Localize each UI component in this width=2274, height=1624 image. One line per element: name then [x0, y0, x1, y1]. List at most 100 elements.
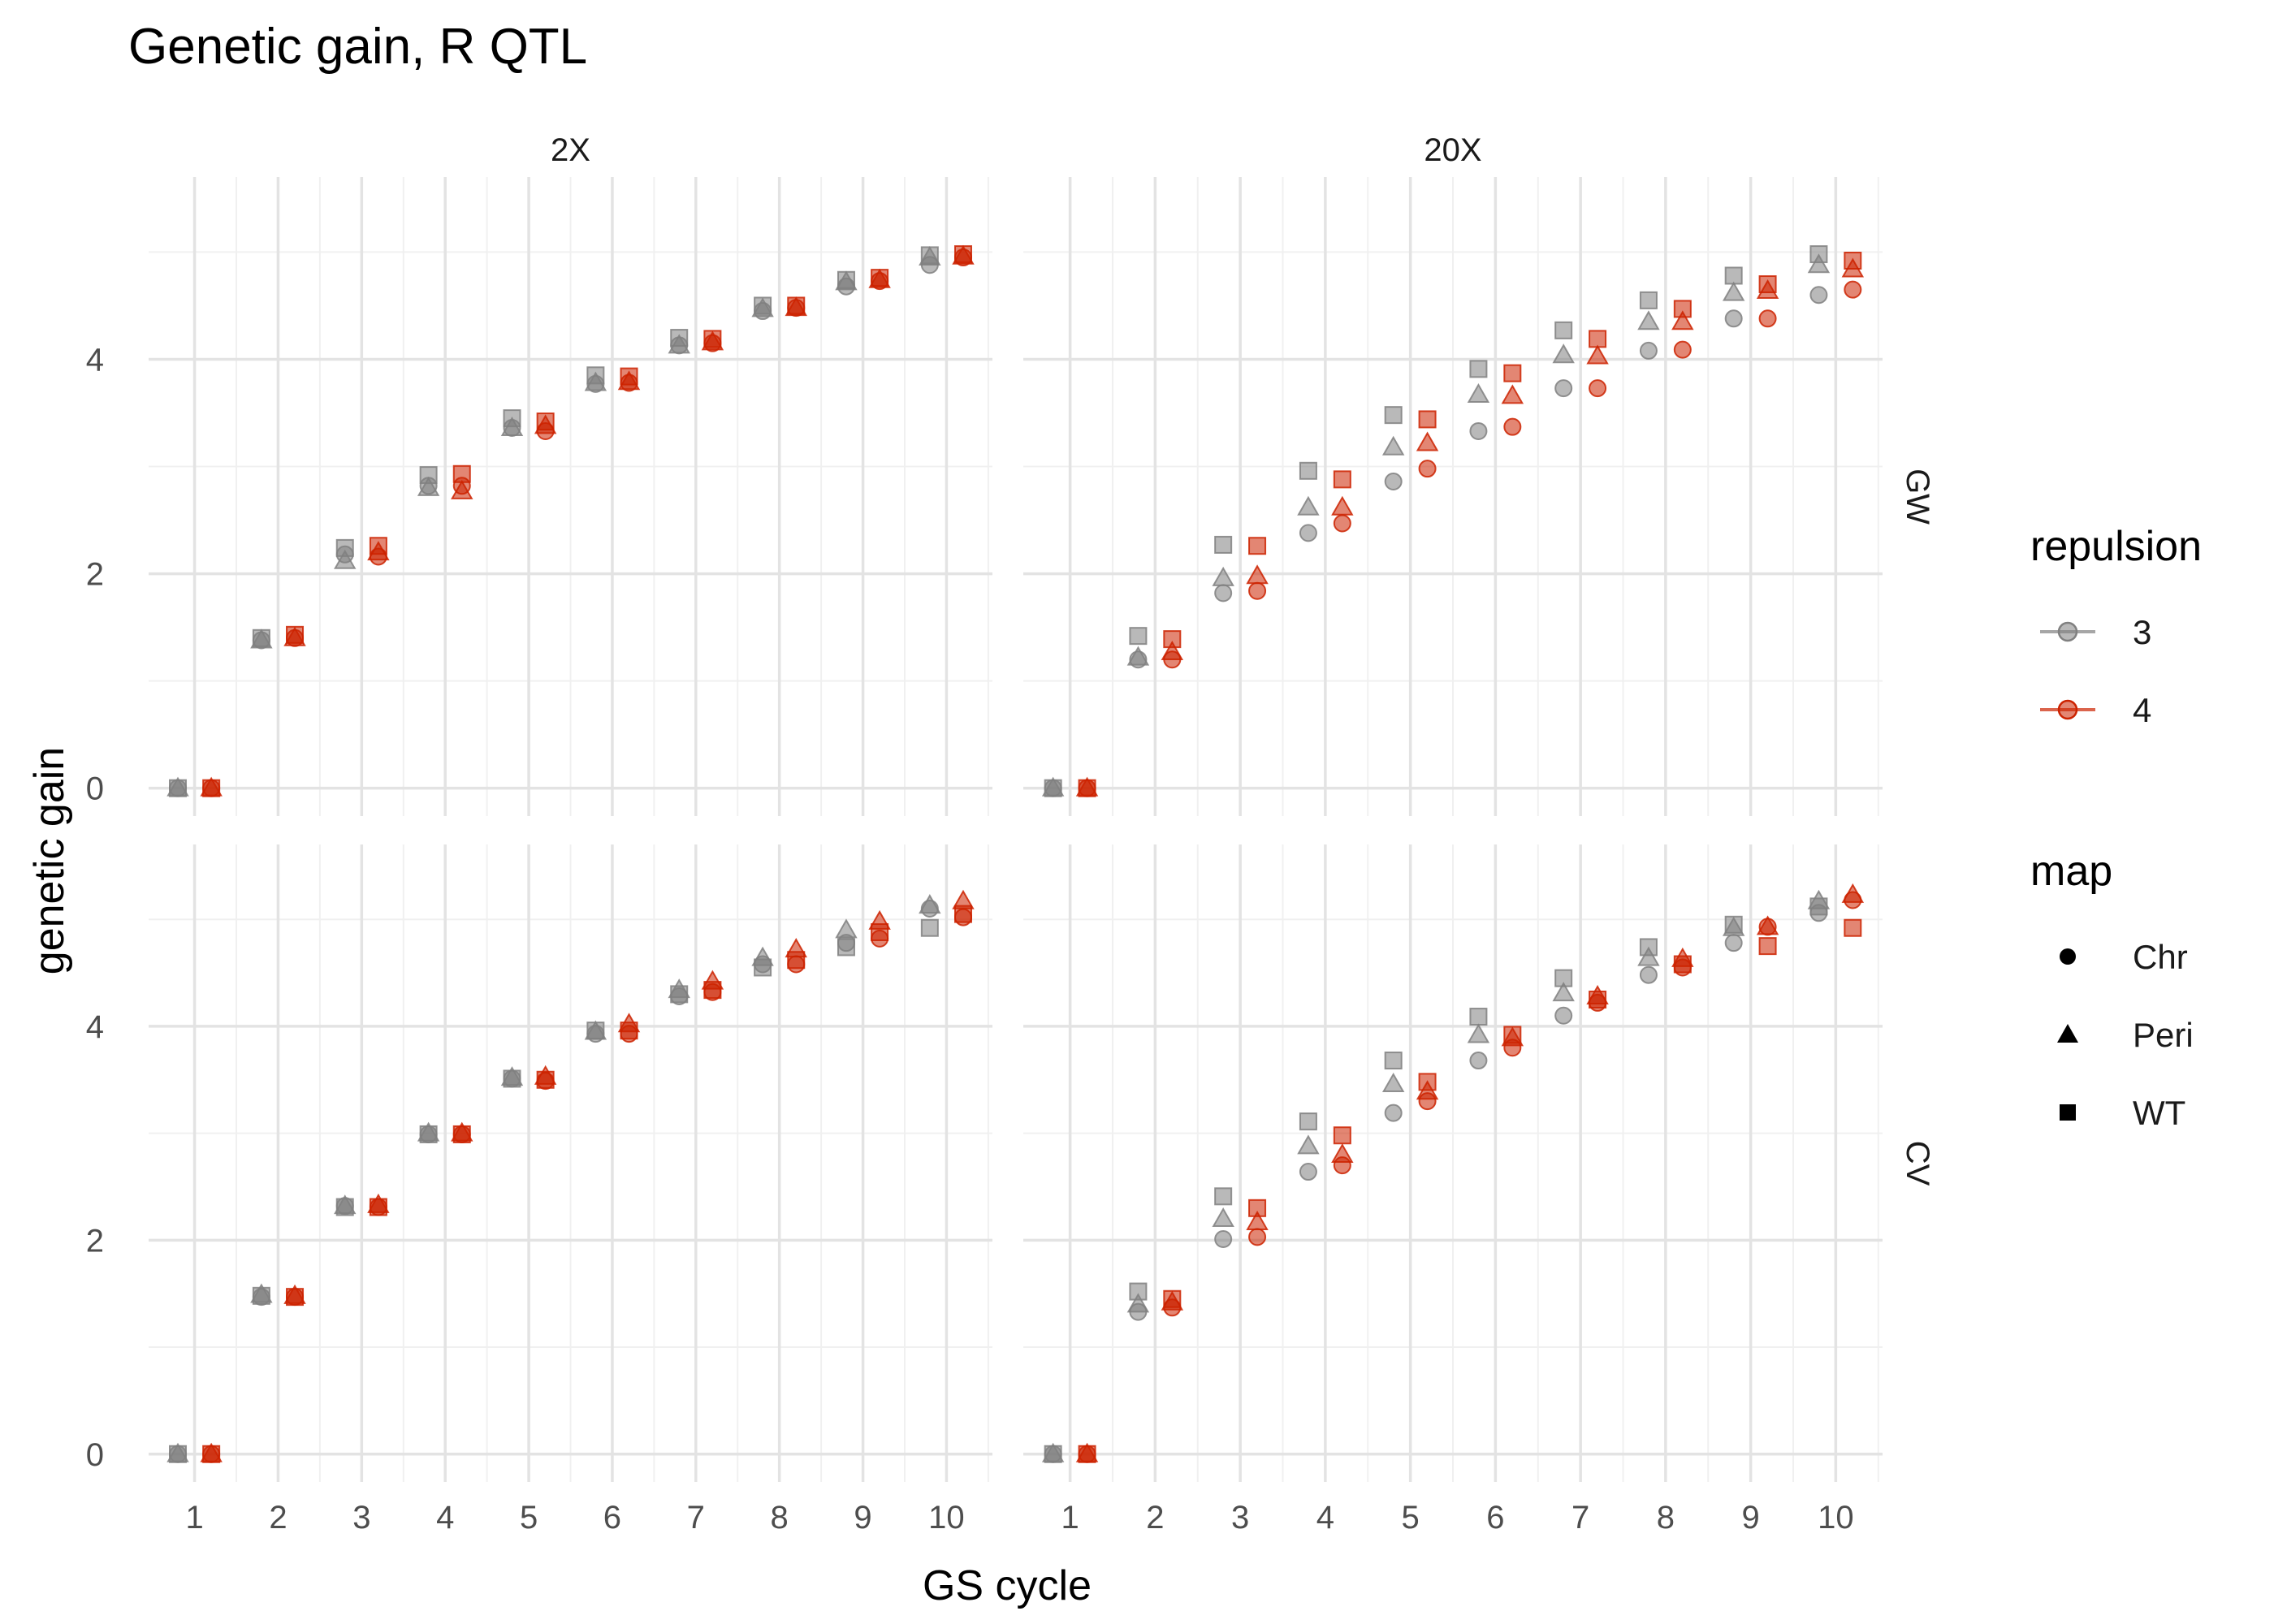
data-point-chr-rep4: [1333, 514, 1351, 533]
data-point-wt-rep3: [1554, 321, 1573, 339]
data-point-chr-rep4: [1418, 460, 1437, 478]
data-point-wt-rep3: [1469, 360, 1488, 378]
y-tick-label: 2: [86, 1223, 104, 1259]
data-point-peri-rep3: [1297, 1134, 1320, 1155]
data-point-wt-rep3: [169, 1445, 188, 1463]
data-point-peri-rep4: [1246, 564, 1269, 585]
data-point-wt-rep4: [1673, 955, 1692, 974]
data-point-wt-rep4: [1333, 1126, 1351, 1145]
legend-key-point-rep4: [2057, 699, 2078, 720]
data-point-wt-rep3: [1384, 1052, 1403, 1070]
data-point-wt-rep3: [1299, 461, 1317, 480]
data-point-wt-rep4: [620, 1021, 638, 1040]
legend-label-rep3: 3: [2133, 613, 2151, 651]
data-point-peri-rep3: [1212, 566, 1234, 586]
x-tick-label: 6: [1486, 1500, 1504, 1535]
legend-key-peri: [2057, 1024, 2078, 1043]
data-point-wt-rep4: [1589, 330, 1607, 348]
data-point-chr-rep3: [1384, 1104, 1403, 1122]
data-point-chr-rep3: [1724, 309, 1743, 328]
data-point-wt-rep4: [286, 625, 305, 644]
data-point-wt-rep3: [1129, 627, 1148, 646]
legend-label-rep4: 4: [2133, 691, 2151, 729]
data-point-wt-rep3: [670, 329, 689, 348]
facet-label-2x: 2X: [551, 132, 590, 168]
data-point-wt-rep4: [1418, 410, 1437, 429]
data-point-peri-rep4: [1331, 1142, 1354, 1163]
data-point-peri-rep3: [334, 549, 357, 569]
data-point-wt-rep3: [1214, 1187, 1233, 1206]
data-point-wt-rep4: [620, 367, 638, 386]
data-point-wt-rep3: [335, 538, 354, 557]
data-point-wt-rep3: [1299, 1112, 1317, 1131]
data-point-chr-rep4: [1758, 309, 1777, 328]
data-point-peri-rep3: [919, 894, 941, 914]
x-tick-label: 10: [1818, 1500, 1854, 1535]
data-point-chr-rep4: [1248, 581, 1267, 600]
data-point-wt-rep3: [754, 958, 772, 977]
data-point-chr-rep3: [1469, 1052, 1488, 1070]
data-point-chr-rep3: [1554, 1006, 1573, 1025]
legend-title-repulsion: repulsion: [2030, 523, 2202, 570]
data-point-chr-rep3: [1639, 341, 1658, 360]
x-tick-label: 8: [1657, 1500, 1675, 1535]
data-point-wt-rep3: [335, 1198, 354, 1216]
data-point-peri-rep4: [1331, 495, 1354, 516]
data-point-peri-rep3: [1552, 343, 1575, 364]
y-tick-label: 4: [86, 342, 104, 378]
data-point-wt-rep4: [1503, 1026, 1522, 1044]
y-tick-label: 0: [86, 771, 104, 807]
data-point-wt-rep3: [837, 938, 855, 957]
x-tick-label: 7: [1571, 1500, 1589, 1535]
data-point-chr-rep3: [1384, 473, 1403, 491]
data-point-wt-rep4: [1758, 937, 1777, 956]
data-point-wt-rep4: [536, 412, 555, 431]
data-point-chr-rep3: [1554, 379, 1573, 398]
data-point-peri-rep4: [1416, 431, 1439, 451]
data-point-chr-rep3: [1299, 1163, 1317, 1181]
x-axis-title: GS cycle: [923, 1562, 1092, 1609]
data-point-chr-rep3: [1469, 421, 1488, 440]
x-tick-label: 1: [185, 1500, 203, 1535]
data-point-chr-rep3: [1299, 524, 1317, 542]
data-point-peri-rep3: [1637, 946, 1660, 966]
data-point-wt-rep4: [536, 1070, 555, 1089]
legend: repulsion 3 4 map Chr Peri WT: [2030, 523, 2202, 1132]
data-point-wt-rep3: [252, 1286, 270, 1305]
data-point-wt-rep3: [169, 779, 188, 797]
data-point-wt-rep4: [1418, 1073, 1437, 1091]
data-point-chr-rep4: [1589, 379, 1607, 398]
data-point-wt-rep4: [953, 245, 972, 264]
data-point-chr-rep3: [1724, 934, 1743, 952]
facet-label-cv: CV: [1900, 1141, 1935, 1186]
x-tick-label: 10: [928, 1500, 965, 1535]
data-point-wt-rep3: [252, 628, 270, 647]
data-point-wt-rep4: [1333, 470, 1351, 489]
data-point-wt-rep3: [837, 270, 855, 289]
data-point-wt-rep4: [871, 269, 889, 287]
data-point-wt-rep4: [369, 1198, 387, 1216]
data-point-wt-rep3: [419, 466, 438, 485]
data-point-peri-rep3: [1552, 982, 1575, 1002]
data-point-wt-rep4: [1758, 275, 1777, 294]
data-point-wt-rep3: [1724, 266, 1743, 285]
x-tick-label: 8: [771, 1500, 789, 1535]
data-point-wt-rep4: [1163, 630, 1182, 649]
data-point-wt-rep3: [503, 409, 521, 428]
data-point-wt-rep4: [452, 1125, 471, 1143]
facet-panels: 0 2 4 1 2 3 4 5 6 7 8 9 10 0 2 4 1 2 3 4 5 6 7 8 9 10 2X 20X GW CV: [86, 132, 1935, 1535]
legend-label-chr: Chr: [2133, 938, 2188, 976]
data-point-peri-rep3: [835, 918, 858, 939]
data-point-wt-rep3: [586, 366, 605, 385]
legend-label-wt: WT: [2133, 1094, 2185, 1132]
legend-key-point-rep3: [2057, 621, 2078, 642]
data-point-wt-rep4: [202, 1445, 221, 1463]
x-tick-label: 4: [436, 1500, 454, 1535]
x-tick-label: 6: [603, 1500, 621, 1535]
y-tick-label: 2: [86, 557, 104, 593]
data-point-wt-rep3: [920, 246, 939, 265]
facet-label-20x: 20X: [1424, 132, 1481, 168]
data-point-wt-rep4: [787, 951, 806, 970]
data-point-peri-rep3: [417, 476, 440, 496]
